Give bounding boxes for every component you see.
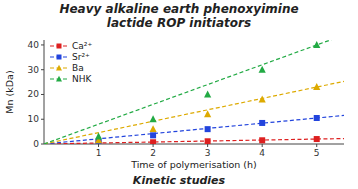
data-point [150,132,156,138]
trend-line [44,139,344,144]
data-point [259,66,266,73]
x-tick [98,144,99,147]
y-tick-label: 40 [28,40,40,50]
title-line: Heavy alkaline earth phenoxyimine [59,2,298,16]
x-tick-label: 3 [205,148,211,158]
legend-marker [57,44,62,49]
plot-area [44,40,344,144]
x-tick [153,144,154,147]
data-point [150,139,156,144]
trend-line [44,81,344,144]
y-tick-label: 30 [28,65,40,75]
data-point [259,95,266,102]
data-point [205,126,211,132]
legend: Ca²⁺Sr²⁺BaNHK [50,41,93,84]
data-point [149,115,156,122]
y-tick [41,94,44,95]
data-point [95,133,102,140]
data-point [204,91,211,98]
y-axis [44,40,45,144]
x-axis [44,144,344,145]
title-line: lactide ROP initiators [107,16,251,30]
legend-marker [57,55,62,60]
x-axis-label: Time of polymerisation (h) [130,159,257,170]
trend-line [44,40,344,144]
data-point [259,137,265,143]
y-tick [41,144,44,145]
y-axis-label: Mn (kDa) [4,70,15,113]
data-point [204,110,211,117]
chart: Heavy alkaline earth phenoxyiminelactide… [0,0,358,189]
data-point [205,138,211,144]
legend-label: NHK [72,74,93,84]
data-point [314,136,320,142]
legend-label: Ba [72,63,84,73]
data-point [313,41,320,48]
data-point [314,115,320,121]
subtitle: Kinetic studies [133,174,226,187]
x-tick-label: 2 [150,148,156,158]
x-tick-label: 5 [314,148,320,158]
y-tick [41,44,44,45]
y-tick [41,119,44,120]
data-point [149,125,156,132]
legend-marker [56,65,62,71]
x-tick [207,144,208,147]
y-tick-label: 0 [33,139,39,149]
title: Heavy alkaline earth phenoxyiminelactide… [59,2,298,30]
trend-line [44,115,344,144]
x-tick-label: 4 [259,148,265,158]
y-tick [41,69,44,70]
x-tick-label: 1 [96,148,102,158]
y-tick-label: 20 [28,89,40,99]
data-point [259,120,265,126]
y-tick-label: 10 [28,114,40,124]
x-tick [262,144,263,147]
data-point [313,83,320,90]
x-tick [316,144,317,147]
legend-label: Sr²⁺ [72,52,90,62]
legend-marker [56,76,62,82]
legend-label: Ca²⁺ [72,41,92,51]
